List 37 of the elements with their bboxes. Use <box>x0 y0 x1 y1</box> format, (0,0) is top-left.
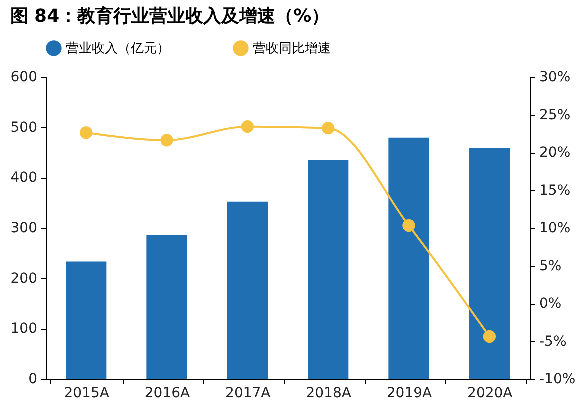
x-tick-label: 2020A <box>468 386 514 402</box>
point <box>160 134 174 147</box>
point <box>402 219 416 232</box>
point <box>80 126 93 140</box>
y2-tick-label: -10% <box>540 372 576 388</box>
bar <box>227 202 268 379</box>
x-tick-label: 2017A <box>226 386 272 402</box>
legend-label: 营业收入（亿元） <box>66 41 170 56</box>
x-tick-label: 2016A <box>144 386 191 402</box>
point <box>322 122 335 135</box>
y2-tick-label: -5% <box>540 334 567 350</box>
point <box>483 330 496 344</box>
y-tick-label: 200 <box>10 270 38 287</box>
bar <box>146 236 188 379</box>
bar <box>66 262 107 379</box>
point <box>241 120 254 134</box>
y2-tick-label: 5% <box>540 258 562 274</box>
y2-tick-label: 10% <box>540 220 571 236</box>
bar <box>388 138 430 379</box>
x-tick-label: 2018A <box>306 386 352 402</box>
y-tick-label: 600 <box>10 70 38 86</box>
y-tick-label: 0 <box>28 372 38 388</box>
y2-tick-label: 30% <box>540 70 571 86</box>
y-tick-label: 400 <box>10 170 38 186</box>
bar <box>308 160 349 379</box>
bar <box>469 148 510 379</box>
chart-title: 图 84：教育行业营业收入及增速（%） <box>10 5 330 27</box>
legend-label: 营收同比增速 <box>253 41 331 56</box>
x-tick-label: 2015A <box>64 386 110 402</box>
x-tick-label: 2019A <box>386 386 433 402</box>
y-tick-label: 300 <box>10 220 38 236</box>
y-tick-label: 100 <box>10 321 38 338</box>
y2-tick-label: 0% <box>540 296 562 312</box>
y2-tick-label: 20% <box>540 145 571 161</box>
y-tick-label: 500 <box>10 120 38 136</box>
y2-tick-label: 15% <box>540 182 571 199</box>
y2-tick-label: 25% <box>540 107 571 124</box>
